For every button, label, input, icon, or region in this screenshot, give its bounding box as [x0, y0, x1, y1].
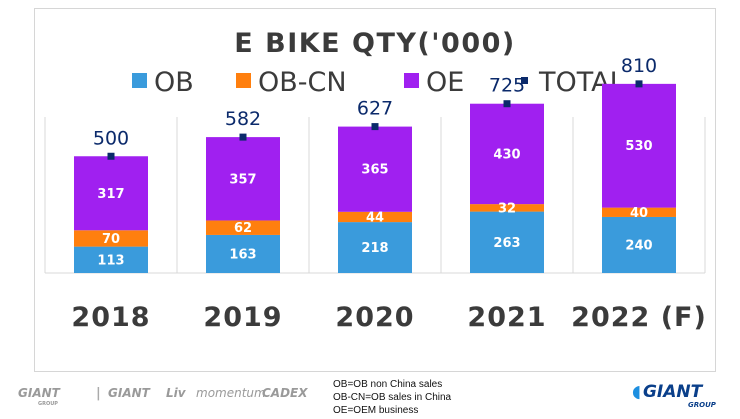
swoosh-icon: ◖	[632, 382, 641, 402]
data-label-oe-2022-f: 530	[625, 139, 652, 154]
brand-logo-text: GIANT	[642, 382, 703, 402]
total-label-2020: 627	[357, 98, 393, 120]
note-ob-cn: OB-CN=OB sales in China	[333, 392, 452, 403]
data-label-ob-2022-f: 240	[625, 238, 652, 253]
data-labels: 113 70 317 500 163 62 357 582 218 44 365 627 263 32 43…	[93, 55, 657, 268]
total-label-2019: 582	[225, 108, 261, 130]
data-label-ob-2021: 263	[493, 236, 520, 251]
x-tick-2021: 2021	[467, 302, 546, 333]
giant-group-logo: GIANT GROUP	[18, 386, 60, 407]
liv-logo: Liv	[166, 386, 186, 400]
legend: OB OB-CN OE TOTAL	[132, 67, 625, 98]
bar-ob-2022-f	[602, 216, 676, 273]
bar-ob-cn-2022-f	[602, 207, 676, 217]
data-label-oe-2018: 317	[97, 187, 124, 202]
data-label-ob-2019: 163	[229, 247, 256, 262]
data-label-ob-cn-2018: 70	[102, 232, 120, 247]
bar-ob-cn-2021	[470, 204, 544, 212]
giant-brand-logo: ◖ GIANT	[632, 382, 702, 402]
x-axis-tick-labels: 2018 2019 2020 2021 2022 (F)	[71, 302, 707, 333]
note-oe: OE=OEM business	[333, 405, 419, 416]
data-label-oe-2020: 365	[361, 163, 388, 178]
chart-title: E BIKE QTY('000)	[234, 28, 515, 59]
total-label-2022-f: 810	[621, 55, 657, 77]
data-label-ob-cn-2019: 62	[234, 221, 252, 236]
bar-oe-2018	[74, 156, 148, 231]
data-label-ob-cn-2020: 44	[366, 210, 384, 225]
total-marker-2018	[107, 152, 115, 160]
total-label-2018: 500	[93, 127, 129, 149]
data-label-ob-2020: 218	[361, 241, 388, 256]
giant-group-logo-text: GIANT	[18, 386, 60, 400]
bar-ob-2020	[338, 222, 412, 273]
momentum-logo: momentum	[196, 386, 266, 400]
footer: GIANT GROUP | GIANT Liv momentum CADEX O…	[0, 372, 740, 419]
logo-divider: |	[96, 386, 101, 401]
bar-ob-cn-2018	[74, 230, 148, 247]
data-label-ob-cn-2022-f: 40	[630, 206, 648, 221]
total-label-2021: 725	[489, 75, 525, 97]
bar-ob-2018	[74, 246, 148, 273]
total-marker-2019	[239, 133, 247, 141]
data-label-ob-2018: 113	[97, 253, 124, 268]
x-tick-2019: 2019	[203, 302, 282, 333]
bar-oe-2021	[470, 103, 544, 205]
legend-notes: OB=OB non China sales OB-CN=OB sales in …	[333, 378, 451, 417]
note-ob: OB=OB non China sales	[333, 379, 443, 390]
legend-marker-total	[521, 77, 528, 84]
data-label-oe-2019: 357	[229, 172, 256, 187]
data-label-oe-2021: 430	[493, 147, 520, 162]
giant-logo: GIANT	[108, 386, 150, 400]
bar-ob-2019	[206, 234, 280, 273]
bar-oe-2019	[206, 137, 280, 221]
x-tick-2022-f: 2022 (F)	[571, 302, 707, 333]
legend-swatch-oe	[404, 73, 419, 88]
chart-panel: E BIKE QTY('000) OB OB-CN OE TOTAL 113 70 317…	[34, 8, 716, 372]
total-marker-2022-f	[635, 80, 643, 88]
x-tick-2020: 2020	[335, 302, 414, 333]
bar-ob-cn-2019	[206, 220, 280, 235]
total-marker-2021	[503, 100, 511, 108]
legend-swatch-ob-cn	[236, 73, 251, 88]
total-marker-2020	[371, 123, 379, 131]
legend-label-ob-cn: OB-CN	[258, 67, 347, 98]
bar-ob-cn-2020	[338, 211, 412, 223]
giant-group-logo-sub: GROUP	[38, 401, 58, 407]
stacked-bar-chart: E BIKE QTY('000) OB OB-CN OE TOTAL 11370317…	[44, 28, 707, 333]
bar-oe-2022-f	[602, 83, 676, 208]
legend-label-ob: OB	[154, 67, 194, 98]
bars	[74, 80, 676, 273]
brand-logo-sub: GROUP	[688, 401, 716, 409]
cadex-logo: CADEX	[262, 386, 308, 400]
bar-ob-2021	[470, 211, 544, 273]
legend-label-oe: OE	[426, 67, 464, 98]
bar-oe-2020	[338, 126, 412, 212]
x-tick-2018: 2018	[71, 302, 150, 333]
legend-swatch-ob	[132, 73, 147, 88]
data-label-ob-cn-2021: 32	[498, 201, 516, 216]
